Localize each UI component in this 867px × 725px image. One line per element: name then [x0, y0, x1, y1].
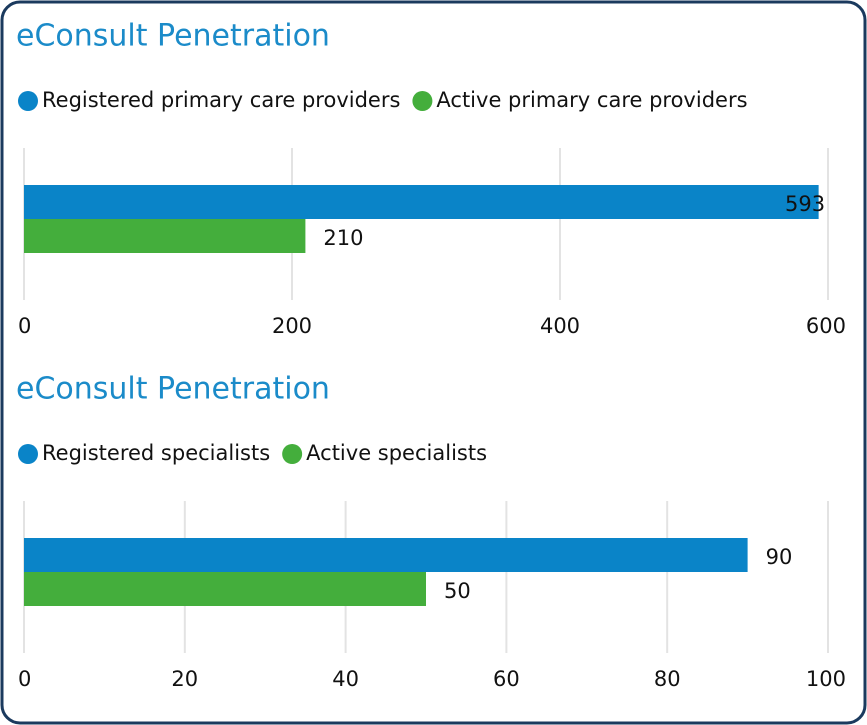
x-tick-label: 600: [806, 314, 846, 338]
bar: [24, 538, 748, 572]
data-label: 90: [766, 545, 793, 569]
x-tick-label: 0: [18, 667, 31, 691]
legend-marker: [18, 91, 38, 111]
x-tick-label: 400: [540, 314, 580, 338]
data-label: 210: [323, 226, 363, 250]
legend-label: Active primary care providers: [436, 88, 747, 112]
chart-title: eConsult Penetration: [16, 19, 330, 54]
legend-marker: [18, 444, 38, 464]
x-tick-label: 20: [171, 667, 198, 691]
legend-label: Registered primary care providers: [42, 88, 400, 112]
x-tick-label: 100: [806, 667, 846, 691]
legend-label: Registered specialists: [42, 441, 270, 465]
legend-marker: [282, 444, 303, 464]
legend-label: Active specialists: [306, 441, 487, 465]
bar: [24, 185, 819, 219]
x-tick-label: 80: [654, 667, 681, 691]
x-tick-label: 200: [272, 314, 312, 338]
x-tick-label: 60: [493, 667, 520, 691]
bar: [24, 572, 426, 606]
data-label: 50: [444, 579, 471, 603]
legend-marker: [412, 91, 433, 111]
bar: [24, 219, 306, 253]
chart-title: eConsult Penetration: [16, 372, 330, 407]
x-tick-label: 0: [18, 314, 31, 338]
data-label: 593: [785, 192, 825, 216]
x-tick-label: 40: [332, 667, 359, 691]
